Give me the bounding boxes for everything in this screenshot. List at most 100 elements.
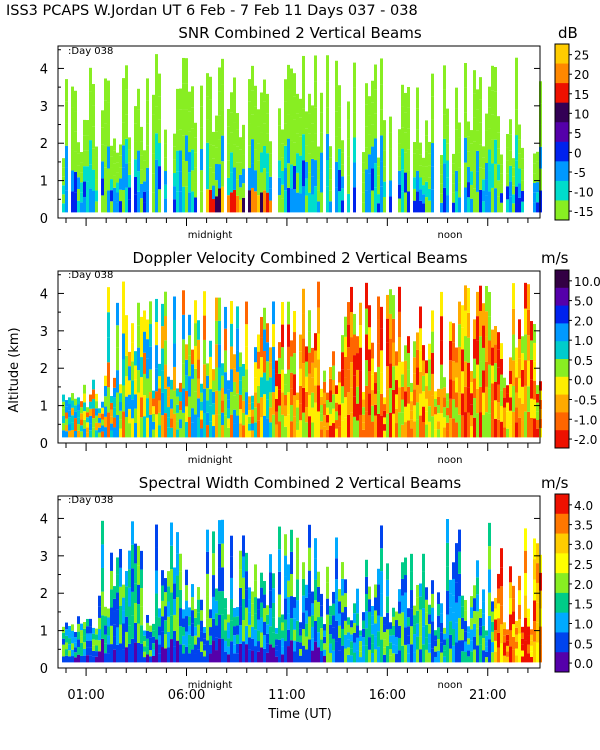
heatmap-cell xyxy=(284,373,287,385)
heatmap-cell xyxy=(119,189,122,202)
heatmap-cell xyxy=(509,397,512,411)
heatmap-cell xyxy=(176,640,179,663)
heatmap-cell xyxy=(200,641,203,652)
heatmap-cell xyxy=(119,567,122,587)
heatmap-cell xyxy=(173,173,176,187)
heatmap-cell xyxy=(368,599,371,612)
heatmap-cell xyxy=(530,640,533,646)
heatmap-cell xyxy=(446,400,449,408)
heatmap-cell xyxy=(254,597,257,614)
heatmap-cell xyxy=(443,650,446,657)
heatmap-cell xyxy=(452,163,455,174)
heatmap-cell xyxy=(434,657,437,663)
heatmap-cell xyxy=(269,407,272,423)
heatmap-cell xyxy=(323,643,326,650)
heatmap-cell xyxy=(359,302,362,326)
heatmap-cell xyxy=(209,405,212,422)
heatmap-cell xyxy=(269,626,272,645)
heatmap-cell xyxy=(314,420,317,438)
heatmap-cell xyxy=(368,96,371,116)
heatmap-cell xyxy=(152,623,155,631)
heatmap-cell xyxy=(401,361,404,375)
heatmap-cell xyxy=(422,644,425,663)
heatmap-cell xyxy=(395,380,398,395)
heatmap-cell xyxy=(464,162,467,188)
heatmap-cell xyxy=(518,319,521,340)
heatmap-cell xyxy=(227,638,230,647)
heatmap-cell xyxy=(113,397,116,408)
heatmap-cell xyxy=(218,390,221,415)
heatmap-cell xyxy=(380,135,383,162)
heatmap-cell xyxy=(374,64,377,90)
heatmap-cell xyxy=(380,639,383,663)
heatmap-cell xyxy=(302,338,305,364)
heatmap-cell xyxy=(269,176,272,189)
heatmap-cell xyxy=(263,123,266,146)
heatmap-cell xyxy=(428,421,431,438)
heatmap-cell xyxy=(452,342,455,362)
heatmap-cell xyxy=(113,598,116,612)
heatmap-cell xyxy=(77,631,80,640)
heatmap-cell xyxy=(308,192,311,213)
heatmap-cell xyxy=(518,417,521,438)
heatmap-cell xyxy=(464,137,467,163)
heatmap-cell xyxy=(191,584,194,598)
heatmap-cell xyxy=(362,414,365,423)
heatmap-cell xyxy=(86,647,89,656)
colorbar-label: 0.5 xyxy=(574,354,593,368)
heatmap-cell xyxy=(167,601,170,617)
heatmap-cell xyxy=(89,640,92,648)
heatmap-cell xyxy=(83,166,86,182)
heatmap-cell xyxy=(239,352,242,367)
heatmap-cell xyxy=(482,415,485,438)
heatmap-cell xyxy=(389,338,392,364)
heatmap-cell xyxy=(452,202,455,213)
heatmap-cell xyxy=(104,145,107,168)
heatmap-cell xyxy=(401,148,404,170)
heatmap-cell xyxy=(197,624,200,638)
heatmap-cell xyxy=(113,150,116,164)
heatmap-cell xyxy=(488,149,491,171)
heatmap-cell xyxy=(95,422,98,431)
heatmap-cell xyxy=(398,637,401,651)
heatmap-cell xyxy=(350,641,353,649)
heatmap-cell xyxy=(278,143,281,161)
heatmap-cell xyxy=(485,195,488,213)
heatmap-cell xyxy=(182,388,185,413)
heatmap-cell xyxy=(254,392,257,408)
heatmap-cell xyxy=(152,649,155,656)
heatmap-cell xyxy=(191,393,194,409)
heatmap-cell xyxy=(170,408,173,419)
heatmap-cell xyxy=(137,109,140,130)
heatmap-cell xyxy=(356,650,359,663)
heatmap-cell xyxy=(524,550,527,574)
heatmap-cell xyxy=(536,202,539,213)
heatmap-cell xyxy=(416,584,419,598)
heatmap-cell xyxy=(518,590,521,605)
heatmap-cell xyxy=(95,628,98,635)
heatmap-cell xyxy=(458,529,461,552)
heatmap-cell xyxy=(62,185,65,195)
heatmap-cell xyxy=(377,203,380,213)
heatmap-cell xyxy=(152,406,155,415)
heatmap-cell xyxy=(458,137,461,153)
heatmap-cell xyxy=(152,94,155,115)
heatmap-cell xyxy=(461,606,464,618)
heatmap-cell xyxy=(233,626,236,636)
heatmap-cell xyxy=(491,383,494,402)
heatmap-cell xyxy=(317,157,320,169)
heatmap-cell xyxy=(521,147,524,159)
heatmap-cell xyxy=(110,167,113,180)
heatmap-cell xyxy=(437,650,440,663)
heatmap-cell xyxy=(533,163,536,174)
heatmap-cell xyxy=(143,373,146,396)
heatmap-cell xyxy=(92,148,95,170)
heatmap-cell xyxy=(221,84,224,111)
heatmap-cell xyxy=(320,605,323,617)
heatmap-cell xyxy=(230,577,233,600)
width-noon-label: noon xyxy=(438,680,463,691)
heatmap-cell xyxy=(77,404,80,411)
heatmap-cell xyxy=(62,644,65,651)
heatmap-cell xyxy=(239,187,242,200)
heatmap-cell xyxy=(194,644,197,654)
